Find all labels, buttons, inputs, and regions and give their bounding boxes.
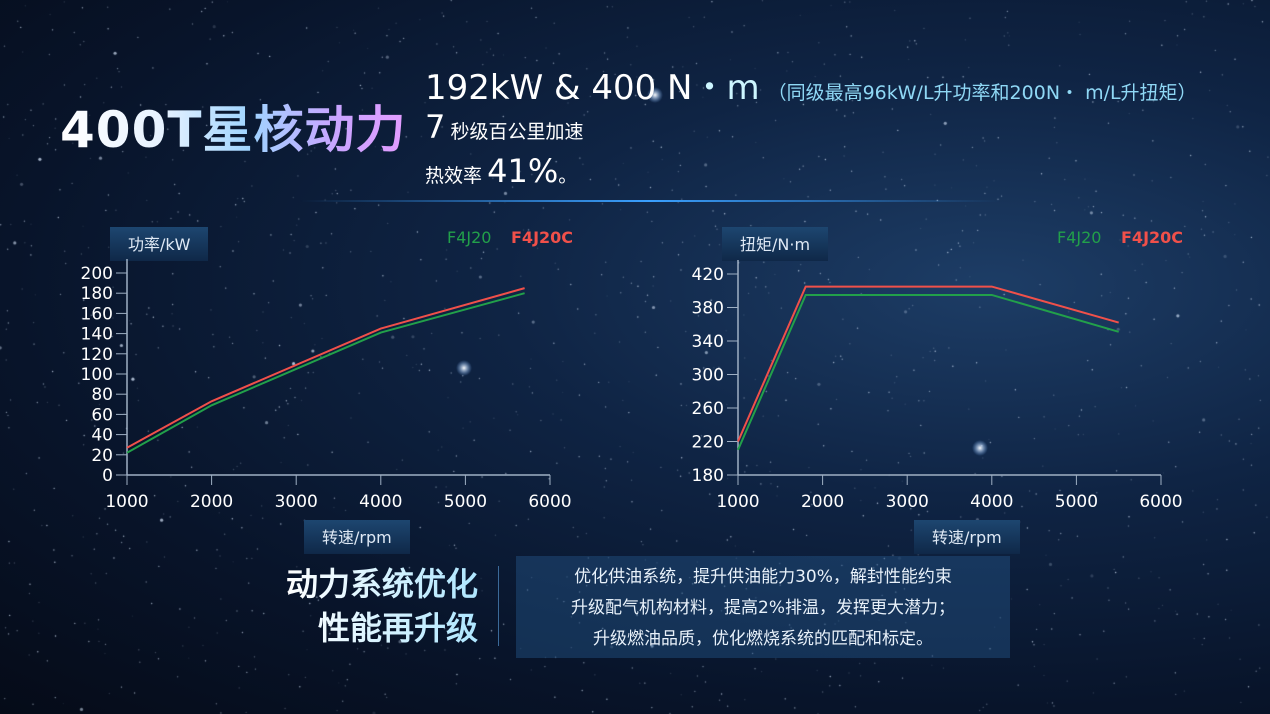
x-tick-label: 6000	[1139, 492, 1182, 512]
x-tick-label: 4000	[970, 492, 1013, 512]
y-tick-label: 140	[81, 325, 113, 345]
torque-legend-f4j20c: F4J20C	[1121, 228, 1184, 247]
bullet-2: 升级配气机构材料，提高2%排温，发挥更大潜力；	[571, 598, 955, 618]
y-tick-label: 180	[81, 284, 113, 304]
series-line-f4j20c	[737, 285, 1119, 442]
slogan-line-1: 动力系统优化	[285, 565, 478, 603]
y-tick-label: 100	[81, 365, 113, 385]
x-tick-label: 3000	[886, 492, 929, 512]
torque-legend-f4j20: F4J20	[1057, 228, 1102, 247]
torque-unit: ・m	[692, 68, 760, 108]
x-tick-label: 5000	[1055, 492, 1098, 512]
series-line-f4j20c	[126, 287, 525, 449]
slogan: 动力系统优化 性能再升级	[286, 562, 478, 650]
efficiency-end: 。	[558, 165, 578, 187]
x-tick-label: 2000	[801, 492, 844, 512]
x-tick-label: 5000	[444, 492, 487, 512]
y-tick-label: 200	[81, 264, 113, 284]
y-tick-label: 20	[91, 446, 113, 466]
y-tick-label: 260	[692, 399, 724, 419]
power-legend-f4j20c: F4J20C	[511, 228, 574, 247]
y-tick-label: 80	[91, 385, 113, 405]
page-title: 400T星核动力	[60, 90, 406, 162]
x-tick-label: 1000	[105, 492, 148, 512]
power-xlabel: 转速/rpm	[304, 520, 410, 554]
y-tick-label: 340	[692, 332, 724, 352]
y-tick-label: 120	[81, 345, 113, 365]
power-torque-value: 192kW & 400 N	[425, 68, 693, 108]
y-tick-label: 380	[692, 299, 724, 319]
acceleration-value: 7	[425, 108, 446, 146]
y-tick-label: 40	[91, 426, 113, 446]
series-line-f4j20	[126, 292, 525, 454]
divider	[300, 200, 1000, 202]
acceleration-text: 秒级百公里加速	[450, 121, 584, 143]
y-tick-label: 160	[81, 304, 113, 324]
torque-xlabel: 转速/rpm	[914, 520, 1020, 554]
efficiency-label: 热效率	[425, 165, 483, 187]
bullet-3: 升级燃油品质，优化燃烧系统的匹配和标定。	[593, 629, 933, 649]
y-tick-label: 180	[692, 466, 724, 486]
y-tick-label: 60	[91, 405, 113, 425]
x-tick-label: 3000	[275, 492, 318, 512]
power-torque-headline: 192kW & 400 N・m （同级最高96kW/L升功率和200N・ m/L升…	[425, 60, 1197, 109]
power-torque-note: （同级最高96kW/L升功率和200N・ m/L升扭矩）	[767, 82, 1197, 104]
slogan-line-2: 性能再升级	[317, 609, 478, 647]
y-tick-label: 300	[692, 366, 724, 386]
x-tick-label: 2000	[190, 492, 233, 512]
power-ylabel: 功率/kW	[110, 227, 209, 261]
x-tick-label: 4000	[359, 492, 402, 512]
efficiency-line: 热效率 41%。	[425, 152, 577, 190]
bullet-1: 优化供油系统，提升供油能力30%，解封性能约束	[574, 567, 952, 587]
y-tick-label: 0	[102, 466, 113, 486]
improvement-box: 优化供油系统，提升供油能力30%，解封性能约束 升级配气机构材料，提高2%排温，…	[516, 556, 1010, 658]
series-line-f4j20	[737, 293, 1119, 451]
y-tick-label: 220	[692, 433, 724, 453]
power-legend-f4j20: F4J20	[447, 228, 492, 247]
y-tick-label: 420	[692, 265, 724, 285]
slogan-divider	[498, 566, 499, 646]
efficiency-value: 41%	[487, 152, 559, 190]
acceleration-line: 7 秒级百公里加速	[425, 108, 583, 146]
x-tick-label: 1000	[716, 492, 759, 512]
x-tick-label: 6000	[528, 492, 571, 512]
torque-ylabel: 扭矩/N·m	[722, 227, 829, 261]
